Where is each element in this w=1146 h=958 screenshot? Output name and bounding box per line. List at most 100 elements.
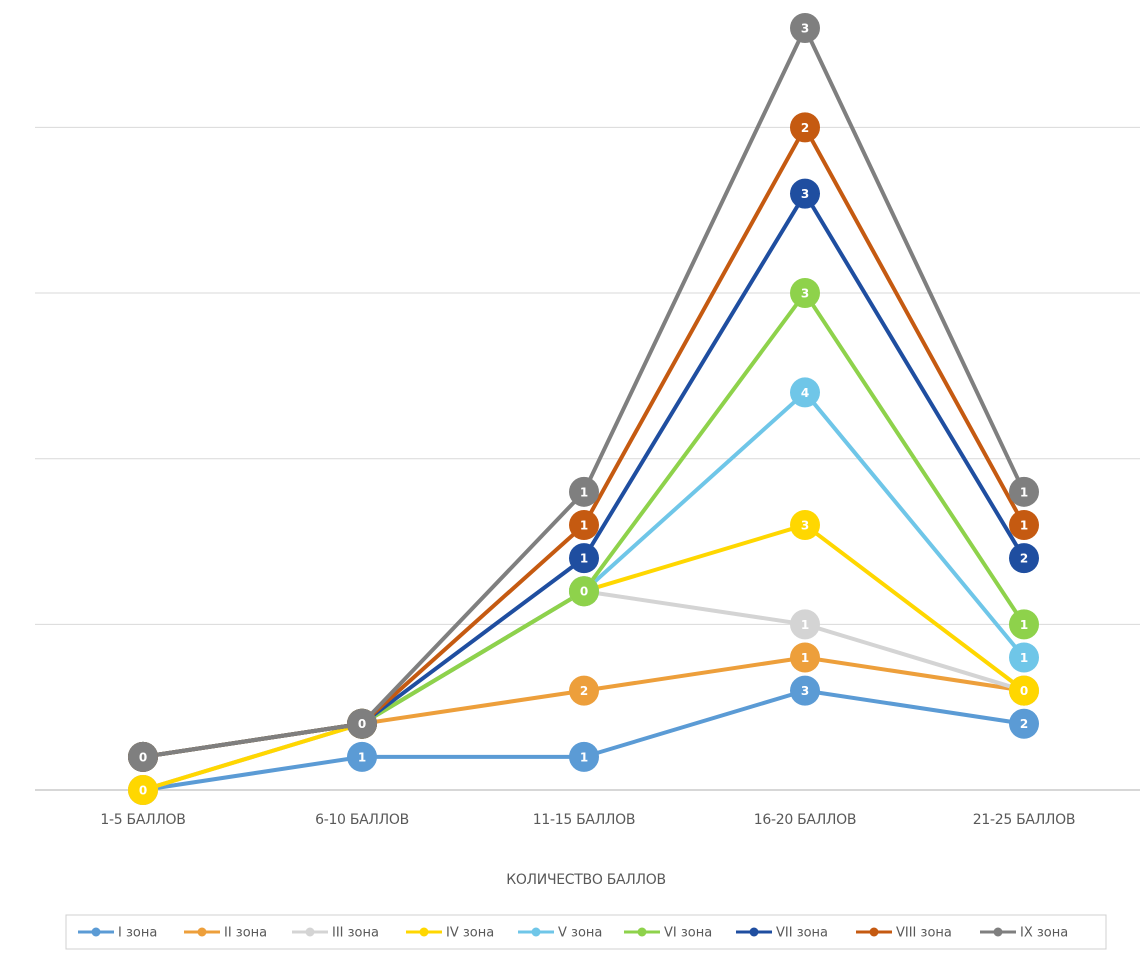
data-label: 1 [1020, 485, 1028, 499]
data-label: 1 [580, 750, 588, 764]
data-marker [1009, 609, 1039, 640]
data-marker [790, 675, 820, 706]
data-label: 0 [1020, 684, 1028, 698]
data-point: 3 [790, 13, 820, 43]
data-marker [347, 741, 377, 772]
legend-item: V зона [518, 926, 602, 941]
legend-item: VI зона [624, 926, 712, 941]
data-label: 0 [139, 784, 147, 798]
data-point: 1 [569, 476, 599, 507]
legend-swatch-marker [869, 927, 879, 937]
data-label: 1 [358, 750, 366, 764]
data-label: 2 [1020, 552, 1028, 566]
data-marker [1009, 708, 1039, 739]
legend-label: IX зона [1020, 926, 1068, 941]
legend-label: VIII зона [896, 926, 952, 941]
data-marker [347, 708, 377, 739]
data-label: 1 [801, 618, 809, 632]
legend-item: IV зона [406, 926, 494, 941]
data-label: 1 [580, 518, 588, 532]
legend-label: VII зона [776, 926, 828, 941]
data-label: 1 [580, 552, 588, 566]
series-line-9 [142, 26, 1026, 759]
data-marker [569, 543, 599, 574]
data-marker [790, 112, 820, 143]
data-label: 3 [801, 518, 809, 532]
x-tick-label: 16-20 БАЛЛОВ [754, 812, 856, 828]
data-point: 3 [790, 675, 820, 706]
data-point: 2 [1009, 543, 1039, 574]
data-label: 3 [801, 287, 809, 301]
x-tick-label: 1-5 БАЛЛОВ [100, 812, 185, 828]
data-point: 1 [347, 741, 377, 772]
data-marker [790, 13, 820, 43]
legend-item: I зона [78, 926, 157, 941]
data-marker [128, 775, 158, 805]
data-point: 0 [1009, 675, 1039, 706]
legend: I зона II зона III зона IV зона V зона VI зон… [65, 914, 1107, 950]
legend-swatch-marker [91, 927, 101, 937]
data-point: 1 [1009, 642, 1039, 673]
data-label: 3 [801, 187, 809, 201]
data-point: 3 [790, 509, 820, 540]
data-label: 0 [358, 717, 366, 731]
data-point: 2 [1009, 708, 1039, 739]
legend-label: V зона [558, 926, 602, 941]
data-marker [1009, 675, 1039, 706]
data-label: 1 [1020, 618, 1028, 632]
data-marker [790, 178, 820, 209]
data-marker [790, 609, 820, 640]
data-point: 1 [569, 741, 599, 772]
legend-swatch-marker [637, 927, 647, 937]
legend-swatch-marker [305, 927, 315, 937]
legend-label: III зона [332, 926, 379, 941]
data-marker [569, 476, 599, 507]
data-label: 1 [580, 485, 588, 499]
data-marker [790, 509, 820, 540]
gridlines [35, 126, 1140, 791]
legend-item: II зона [184, 926, 267, 941]
data-marker [569, 741, 599, 772]
data-label: 2 [801, 121, 809, 135]
x-tick-label: 21-25 БАЛЛОВ [973, 812, 1075, 828]
data-label: 2 [580, 684, 588, 698]
data-marker [790, 642, 820, 673]
data-point: 1 [1009, 509, 1039, 540]
data-point: 1 [790, 609, 820, 640]
data-markers: 0113201211003100003010041000310013200121… [128, 13, 1039, 805]
data-label: 1 [801, 651, 809, 665]
data-marker [569, 509, 599, 540]
data-label: 2 [1020, 717, 1028, 731]
legend-swatch-marker [749, 927, 759, 937]
data-point: 1 [790, 642, 820, 673]
legend-label: I зона [118, 926, 157, 941]
data-label: 3 [801, 684, 809, 698]
data-point: 1 [1009, 609, 1039, 640]
legend-frame [65, 914, 1107, 950]
data-point: 0 [569, 576, 599, 607]
x-axis-tick-labels: 1-5 БАЛЛОВ 6-10 БАЛЛОВ 11-15 БАЛЛОВ 16-20 Б… [100, 812, 1075, 828]
data-marker [1009, 642, 1039, 673]
x-axis-title: КОЛИЧЕСТВО БАЛЛОВ [506, 872, 666, 888]
legend-item: VII зона [736, 926, 828, 941]
data-point: 0 [128, 775, 158, 805]
data-label: 0 [139, 750, 147, 764]
data-marker [569, 576, 599, 607]
x-tick-label: 6-10 БАЛЛОВ [315, 812, 409, 828]
data-point: 2 [569, 675, 599, 706]
data-marker [1009, 543, 1039, 574]
legend-swatch-marker [531, 927, 541, 937]
legend-item: VIII зона [856, 926, 952, 941]
data-marker [790, 377, 820, 408]
data-label: 4 [801, 386, 809, 400]
data-point: 0 [128, 741, 158, 772]
data-marker [1009, 509, 1039, 540]
data-point: 4 [790, 377, 820, 408]
legend-item: IX зона [980, 926, 1068, 941]
legend-label: IV зона [446, 926, 494, 941]
legend-swatch-marker [419, 927, 429, 937]
data-label: 1 [1020, 651, 1028, 665]
data-label: 1 [1020, 518, 1028, 532]
data-point: 1 [1009, 476, 1039, 507]
